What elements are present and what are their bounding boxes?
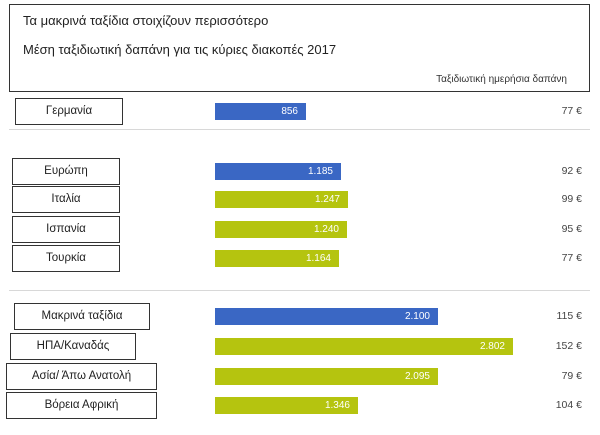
group-divider — [9, 290, 590, 291]
bar: 856 — [215, 103, 306, 120]
row-label: Μακρινά ταξίδια — [14, 303, 150, 330]
bar: 1.247 — [215, 191, 348, 208]
chart-subtitle: Μέση ταξιδιωτική δαπάνη για τις κύριες δ… — [23, 42, 337, 57]
row-label: Τουρκία — [12, 245, 120, 272]
daily-spend-value: 92 € — [561, 165, 582, 177]
daily-spend-column-header: Ταξιδιωτική ημερήσια δαπάνη — [436, 74, 567, 85]
row-label: Γερμανία — [15, 98, 123, 125]
row-label: Ασία/ Άπω Ανατολή — [6, 363, 157, 390]
bar: 2.095 — [215, 368, 438, 385]
row-label: Ευρώπη — [12, 158, 120, 185]
bar: 2.802 — [215, 338, 513, 355]
daily-spend-value: 115 € — [556, 310, 583, 322]
bar: 1.185 — [215, 163, 341, 180]
row-label: Ιταλία — [12, 186, 120, 213]
row-label: Βόρεια Αφρική — [6, 392, 157, 419]
row-label: ΗΠΑ/Καναδάς — [10, 333, 136, 360]
daily-spend-value: 104 € — [555, 399, 582, 411]
daily-spend-value: 95 € — [561, 223, 582, 235]
daily-spend-value: 77 € — [561, 252, 582, 264]
daily-spend-value: 99 € — [561, 193, 582, 205]
group-divider — [9, 129, 590, 130]
chart-title: Τα μακρινά ταξίδια στοιχίζουν περισσότερ… — [23, 13, 269, 28]
bar: 1.346 — [215, 397, 358, 414]
bar: 1.240 — [215, 221, 347, 238]
bar: 1.164 — [215, 250, 339, 267]
bar: 2.100 — [215, 308, 438, 325]
row-label: Ισπανία — [12, 216, 120, 243]
chart-header: Τα μακρινά ταξίδια στοιχίζουν περισσότερ… — [9, 4, 590, 92]
daily-spend-value: 77 € — [561, 105, 582, 117]
daily-spend-value: 79 € — [561, 370, 582, 382]
daily-spend-value: 152 € — [555, 340, 582, 352]
